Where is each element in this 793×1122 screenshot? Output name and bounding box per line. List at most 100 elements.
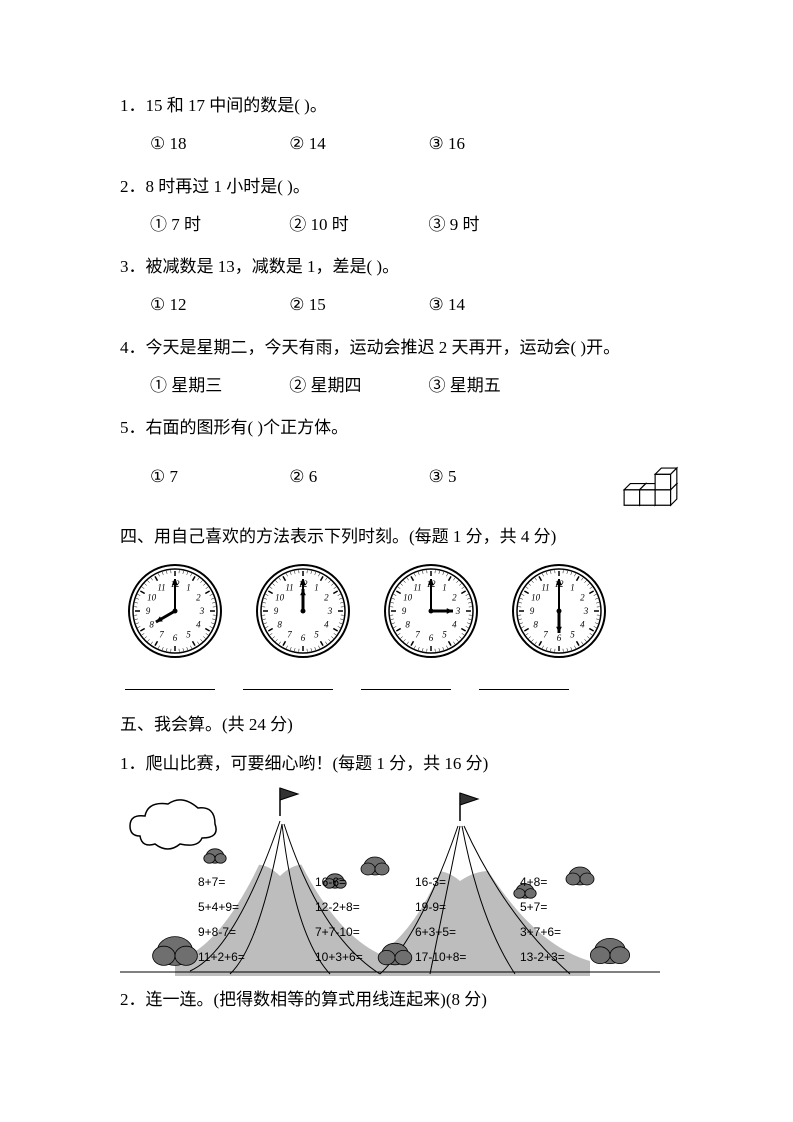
q5-row: ① 7 ② 6 ③ 5 <box>120 451 698 513</box>
q3-opt-1: ① 12 <box>150 289 285 321</box>
section-5-title: 五、我会算。(共 24 分) <box>120 709 698 741</box>
svg-text:2: 2 <box>452 592 457 602</box>
svg-text:4: 4 <box>324 619 329 629</box>
svg-text:13-2+3=: 13-2+3= <box>520 950 565 964</box>
svg-text:11: 11 <box>413 583 421 593</box>
svg-text:6+3+5=: 6+3+5= <box>415 925 456 939</box>
q3-opt-2: ② 15 <box>289 289 424 321</box>
svg-text:2: 2 <box>196 592 201 602</box>
question-5-1: 1．爬山比赛，可要细心哟！(每题 1 分，共 16 分) <box>120 748 698 780</box>
svg-text:10: 10 <box>147 592 157 602</box>
svg-text:1: 1 <box>442 583 447 593</box>
q4-text: 今天是星期二，今天有雨，运动会推迟 2 天再开，运动会( )开。 <box>146 338 621 357</box>
svg-text:10: 10 <box>531 592 541 602</box>
svg-text:10: 10 <box>403 592 413 602</box>
q1-num: 1． <box>120 96 146 115</box>
clock-blanks <box>125 669 698 701</box>
q2-text: 8 时再过 1 小时是( )。 <box>146 177 310 196</box>
svg-text:3: 3 <box>327 606 333 616</box>
svg-text:8+7=: 8+7= <box>198 875 225 889</box>
question-5: 5．右面的图形有( )个正方体。 <box>120 412 698 444</box>
clock-3: 123456789101112 <box>381 561 481 661</box>
svg-text:10: 10 <box>275 592 285 602</box>
svg-text:10+3+6=: 10+3+6= <box>315 950 363 964</box>
q2-opt-1: ① 7 时 <box>150 209 285 241</box>
svg-text:8: 8 <box>405 619 410 629</box>
svg-text:11: 11 <box>285 583 293 593</box>
svg-text:5: 5 <box>442 629 447 639</box>
q3-options: ① 12 ② 15 ③ 14 <box>120 289 698 321</box>
clock-blank-4[interactable] <box>479 671 569 690</box>
svg-text:3+7+6=: 3+7+6= <box>520 925 561 939</box>
question-5-2: 2．连一连。(把得数相等的算式用线连起来)(8 分) <box>120 984 698 1016</box>
clock-1: 123456789101112 <box>125 561 225 661</box>
svg-text:2: 2 <box>324 592 329 602</box>
clock-blank-2[interactable] <box>243 671 333 690</box>
q5-options: ① 7 ② 6 ③ 5 <box>120 461 620 493</box>
clock-blank-1[interactable] <box>125 671 215 690</box>
clock-4: 123456789101112 <box>509 561 609 661</box>
svg-text:9+8-7=: 9+8-7= <box>198 925 236 939</box>
q5-num: 5． <box>120 418 146 437</box>
svg-text:1: 1 <box>314 583 319 593</box>
q5-opt-2: ② 6 <box>289 461 424 493</box>
q2-opt-3: ③ 9 时 <box>429 209 564 241</box>
svg-text:7: 7 <box>415 629 420 639</box>
q1-opt-2: ② 14 <box>289 128 424 160</box>
svg-text:4: 4 <box>196 619 201 629</box>
svg-text:2: 2 <box>580 592 585 602</box>
svg-text:9: 9 <box>146 606 151 616</box>
q4-opt-1: ① 星期三 <box>150 370 285 402</box>
clocks-row: 123456789101112 123456789101112 12345678… <box>125 561 698 661</box>
question-4: 4．今天是星期二，今天有雨，运动会推迟 2 天再开，运动会( )开。 <box>120 332 698 364</box>
svg-text:1: 1 <box>570 583 575 593</box>
svg-text:5: 5 <box>186 629 191 639</box>
svg-text:5: 5 <box>570 629 575 639</box>
cubes-icon <box>620 451 698 513</box>
clock-2: 123456789101112 <box>253 561 353 661</box>
svg-text:7: 7 <box>543 629 548 639</box>
q1-opt-3: ③ 16 <box>429 128 564 160</box>
q1-text: 15 和 17 中间的数是( )。 <box>146 96 327 115</box>
svg-text:17-10+8=: 17-10+8= <box>415 950 466 964</box>
svg-text:9: 9 <box>530 606 535 616</box>
svg-text:3: 3 <box>199 606 205 616</box>
q5-opt-1: ① 7 <box>150 461 285 493</box>
q3-text: 被减数是 13，减数是 1，差是( )。 <box>146 257 400 276</box>
q4-num: 4． <box>120 338 146 357</box>
svg-text:8: 8 <box>533 619 538 629</box>
q2-num: 2． <box>120 177 146 196</box>
question-2: 2．8 时再过 1 小时是( )。 <box>120 171 698 203</box>
svg-text:11: 11 <box>157 583 165 593</box>
q2-opt-2: ② 10 时 <box>289 209 424 241</box>
svg-text:7: 7 <box>159 629 164 639</box>
q4-options: ① 星期三 ② 星期四 ③ 星期五 <box>120 370 698 402</box>
svg-text:3: 3 <box>455 606 461 616</box>
svg-text:6: 6 <box>429 633 434 643</box>
svg-text:6: 6 <box>557 633 562 643</box>
q5-opt-3: ③ 5 <box>429 461 564 493</box>
section-4-title: 四、用自己喜欢的方法表示下列时刻。(每题 1 分，共 4 分) <box>120 521 698 553</box>
svg-text:1: 1 <box>186 583 191 593</box>
svg-text:4: 4 <box>452 619 457 629</box>
q3-opt-3: ③ 14 <box>429 289 564 321</box>
clock-blank-3[interactable] <box>361 671 451 690</box>
svg-text:5+4+9=: 5+4+9= <box>198 900 239 914</box>
svg-text:7+7-10=: 7+7-10= <box>315 925 360 939</box>
svg-text:8: 8 <box>277 619 282 629</box>
question-1: 1．15 和 17 中间的数是( )。 <box>120 90 698 122</box>
svg-text:12-2+8=: 12-2+8= <box>315 900 360 914</box>
svg-text:3: 3 <box>583 606 589 616</box>
svg-text:5: 5 <box>314 629 319 639</box>
svg-text:5+7=: 5+7= <box>520 900 547 914</box>
svg-text:16-6=: 16-6= <box>315 875 346 889</box>
q5-text: 右面的图形有( )个正方体。 <box>146 418 349 437</box>
svg-text:9: 9 <box>274 606 279 616</box>
svg-text:8: 8 <box>149 619 154 629</box>
q1-options: ① 18 ② 14 ③ 16 <box>120 128 698 160</box>
svg-text:16-3=: 16-3= <box>415 875 446 889</box>
svg-text:4+8=: 4+8= <box>520 875 547 889</box>
svg-text:19-9=: 19-9= <box>415 900 446 914</box>
svg-text:6: 6 <box>301 633 306 643</box>
svg-text:6: 6 <box>173 633 178 643</box>
